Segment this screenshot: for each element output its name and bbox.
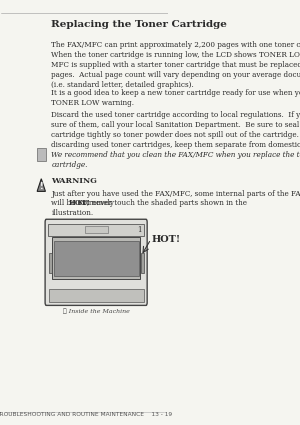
Text: ⚠ Inside the Machine: ⚠ Inside the Machine <box>63 309 130 314</box>
Text: WARNING: WARNING <box>51 178 97 185</box>
Bar <box>85 227 108 233</box>
Bar <box>140 252 144 273</box>
Bar <box>49 252 52 273</box>
Text: Discard the used toner cartridge according to local regulations.  If you are not: Discard the used toner cartridge accordi… <box>51 111 300 150</box>
Text: HOT!: HOT! <box>69 199 91 207</box>
FancyBboxPatch shape <box>45 219 147 306</box>
Text: We recommend that you clean the FAX/MFC when you replace the toner
cartridge.: We recommend that you clean the FAX/MFC … <box>51 151 300 170</box>
FancyBboxPatch shape <box>37 148 46 162</box>
Bar <box>54 241 139 276</box>
Text: TROUBLESHOOTING AND ROUTINE MAINTENANCE    13 - 19: TROUBLESHOOTING AND ROUTINE MAINTENANCE … <box>0 412 172 417</box>
Text: Just after you have used the FAX/MFC, some internal parts of the FAX/MFC: Just after you have used the FAX/MFC, so… <box>51 190 300 198</box>
Text: The FAX/MFC can print approximately 2,200 pages with one toner cartridge.
When t: The FAX/MFC can print approximately 2,20… <box>51 41 300 89</box>
Text: It is a good idea to keep a new toner cartridge ready for use when you see the
T: It is a good idea to keep a new toner ca… <box>51 89 300 107</box>
Text: illustration.: illustration. <box>51 209 93 217</box>
Polygon shape <box>37 179 45 191</box>
Bar <box>48 224 144 236</box>
Text: 1: 1 <box>137 226 142 234</box>
Text: will be extremely: will be extremely <box>51 199 116 207</box>
Text: HOT!: HOT! <box>152 235 181 244</box>
Bar <box>52 237 140 279</box>
Text: !: ! <box>40 182 43 191</box>
Text: Replacing the Toner Cartridge: Replacing the Toner Cartridge <box>51 20 227 29</box>
Bar <box>49 289 143 302</box>
Text: So, never touch the shaded parts shown in the: So, never touch the shaded parts shown i… <box>73 199 247 207</box>
